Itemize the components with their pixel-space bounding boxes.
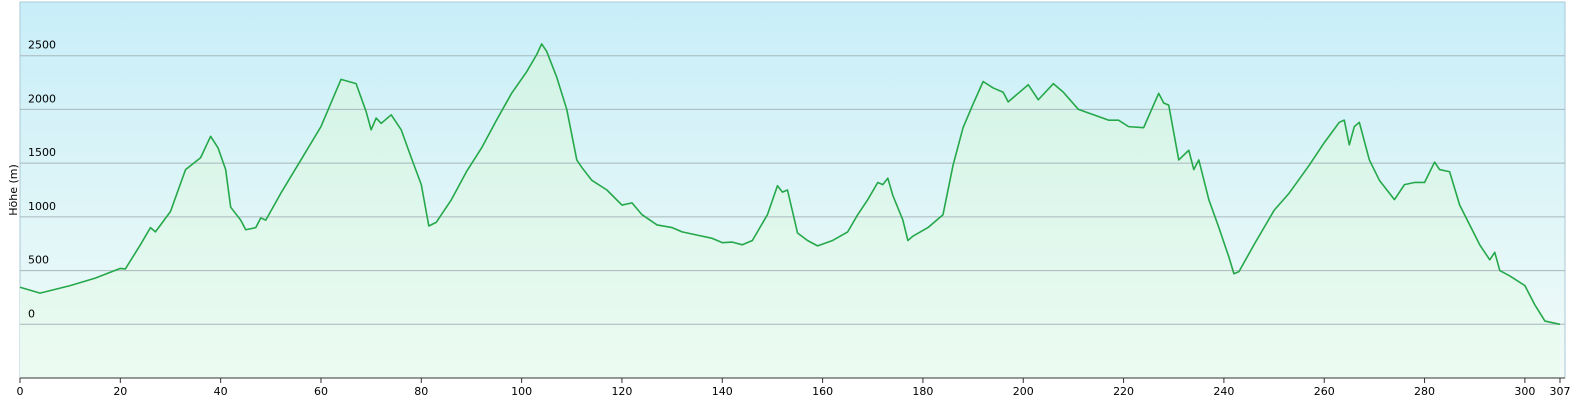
x-tick-label: 0	[17, 385, 24, 398]
y-tick-label: 2500	[28, 39, 56, 52]
y-tick-label: 0	[28, 307, 35, 320]
x-tick-label: 220	[1113, 385, 1134, 398]
x-tick-label: 300	[1514, 385, 1535, 398]
y-axis-title: Höhe (m)	[7, 164, 20, 216]
x-tick-label: 200	[1013, 385, 1034, 398]
x-tick-label: 160	[812, 385, 833, 398]
y-tick-label: 1000	[28, 200, 56, 213]
x-tick-label: 20	[113, 385, 127, 398]
x-tick-label: 120	[611, 385, 632, 398]
x-tick-label: 307	[1549, 385, 1570, 398]
x-tick-label: 80	[414, 385, 428, 398]
x-tick-label: 140	[712, 385, 733, 398]
y-tick-label: 500	[28, 254, 49, 267]
x-tick-label: 240	[1213, 385, 1234, 398]
x-tick-label: 280	[1414, 385, 1435, 398]
x-tick-label: 40	[214, 385, 228, 398]
elevation-line	[19, 43, 1561, 326]
y-tick-label: 1500	[28, 146, 56, 159]
x-tick-label: 260	[1314, 385, 1335, 398]
area-fill	[20, 43, 1560, 379]
x-tick-label: 180	[912, 385, 933, 398]
x-tick-label: 100	[511, 385, 532, 398]
y-tick-label: 2000	[28, 92, 56, 105]
x-tick-label: 60	[314, 385, 328, 398]
